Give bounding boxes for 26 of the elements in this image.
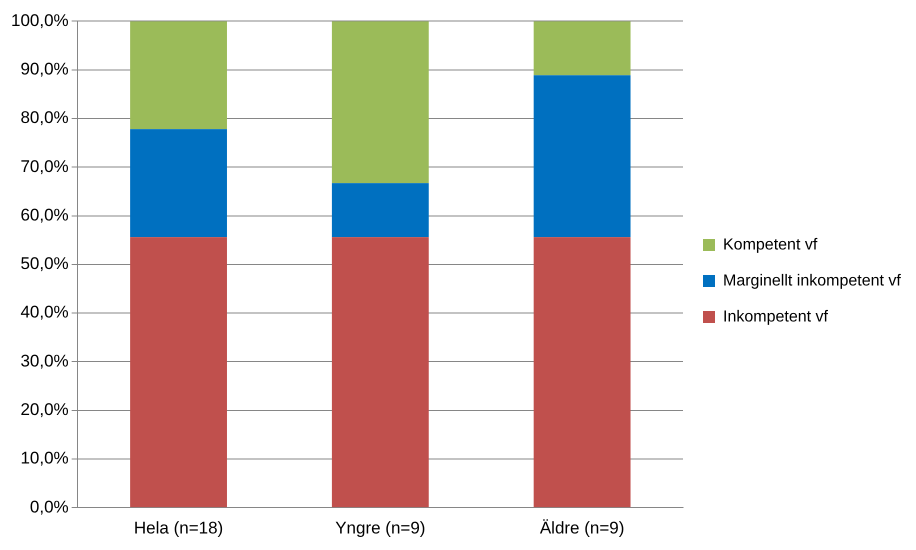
bar (332, 21, 429, 184)
y-tick-label: 100,0% (10, 10, 69, 30)
x-tick-label: Yngre (n=9) (335, 518, 426, 538)
y-tick-label: 90,0% (20, 60, 69, 79)
y-tick-label: 10,0% (20, 448, 69, 468)
y-tick-label: 0,0% (30, 497, 69, 516)
bar (332, 237, 429, 508)
y-tick-label: 60,0% (20, 205, 69, 224)
bar (534, 21, 631, 76)
bar (332, 183, 429, 238)
bar (130, 237, 227, 508)
y-tick-label: 70,0% (20, 156, 69, 176)
y-tick-label: 50,0% (20, 254, 69, 274)
y-tick-label: 20,0% (20, 400, 69, 420)
x-tick-label: Äldre (n=9) (540, 518, 624, 538)
x-tick-label: Hela (n=18) (134, 518, 224, 538)
bar (130, 129, 227, 238)
bar (130, 21, 227, 130)
y-tick-label: 40,0% (20, 302, 69, 322)
y-tick-label: 30,0% (20, 351, 69, 370)
legend-label: Kompetent vf (723, 236, 818, 254)
bar (534, 75, 631, 238)
y-tick-label: 80,0% (20, 108, 69, 128)
legend-label: Inkompetent vf (723, 308, 828, 326)
bar (534, 237, 631, 508)
legend-label: Marginellt inkompetent vf (723, 272, 902, 290)
